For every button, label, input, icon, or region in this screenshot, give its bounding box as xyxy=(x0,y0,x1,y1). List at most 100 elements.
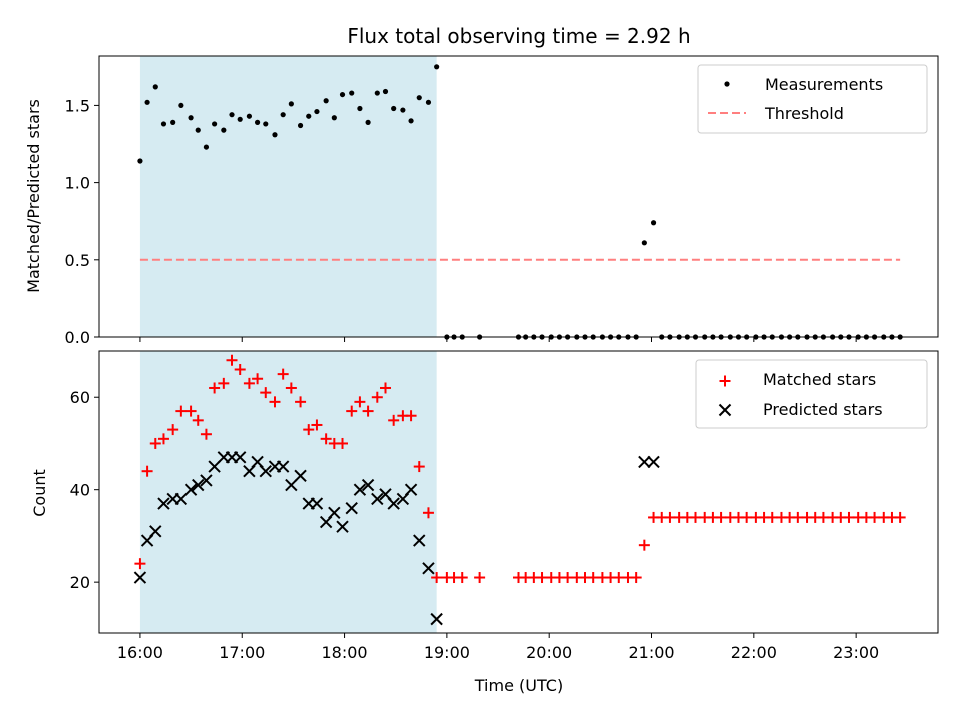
matched-star-point xyxy=(252,373,264,385)
measurement-point xyxy=(188,115,194,121)
measurement-point xyxy=(203,144,210,150)
matched-star-point xyxy=(277,368,289,380)
top-y-tick-label: 1.5 xyxy=(65,96,90,115)
measurement-point xyxy=(246,113,253,119)
bottom-y-tick-label: 60 xyxy=(70,388,90,407)
predicted-star-point xyxy=(285,478,298,492)
top-y-tick-label: 0.0 xyxy=(65,328,90,347)
measurement-point xyxy=(416,95,422,101)
bottom-frame xyxy=(98,350,939,634)
matched-star-point xyxy=(192,414,204,426)
predicted-star-point xyxy=(371,492,384,506)
measurement-point xyxy=(365,119,371,125)
predicted-star-point xyxy=(328,506,341,520)
x-tick-label: 20:00 xyxy=(526,643,572,662)
x-tick-label: 23:00 xyxy=(833,643,879,662)
matched-star-point xyxy=(346,405,358,417)
matched-star-point xyxy=(354,396,366,408)
predicted-star-point xyxy=(413,534,426,547)
x-tick-label: 19:00 xyxy=(424,643,470,662)
measurement-point xyxy=(408,118,414,124)
top-observing-span xyxy=(139,56,437,337)
matched-star-point xyxy=(379,382,391,394)
measurement-point xyxy=(263,121,269,127)
predicted-star-point xyxy=(157,497,170,510)
predicted-star-point xyxy=(361,478,375,492)
measurement-point xyxy=(650,220,657,226)
measurement-point xyxy=(229,112,235,118)
predicted-star-point xyxy=(184,483,198,496)
predicted-star-point xyxy=(192,478,205,492)
matched-star-point xyxy=(285,382,297,394)
top-panel: 0.0 0.5 1.0 1.5 Measurements Threshold xyxy=(65,55,939,347)
legend-predicted-marker xyxy=(718,403,732,417)
matched-star-point xyxy=(141,465,153,477)
matched-star-point xyxy=(638,539,650,551)
matched-star-point xyxy=(320,433,332,445)
predicted-star-point xyxy=(387,497,400,510)
matched-star-point xyxy=(894,511,906,523)
predicted-star-point xyxy=(404,483,418,496)
measurement-point xyxy=(400,107,406,113)
legend-matched-label: Matched stars xyxy=(763,370,876,389)
predicted-star-point xyxy=(133,571,147,584)
measurement-point xyxy=(280,112,286,118)
predicted-star-point xyxy=(174,492,188,506)
measurement-point xyxy=(152,84,158,90)
matched-star-point xyxy=(766,511,778,523)
predicted-star-point xyxy=(638,455,651,469)
matched-star-point xyxy=(362,405,374,417)
predicted-star-point xyxy=(276,460,290,473)
x-tick-label: 22:00 xyxy=(731,643,777,662)
matched-star-point xyxy=(209,382,221,394)
matched-star-point xyxy=(200,428,212,440)
matched-star-point xyxy=(226,354,238,366)
legend-predicted-label: Predicted stars xyxy=(763,400,883,419)
matched-star-point xyxy=(149,437,161,449)
bottom-y-axis-label: Count xyxy=(30,469,49,517)
measurement-point xyxy=(137,158,143,164)
legend-measurements-marker xyxy=(724,81,730,87)
measurement-point xyxy=(160,121,167,127)
matched-star-point xyxy=(690,511,702,523)
legend-threshold-label: Threshold xyxy=(764,104,844,123)
measurement-point xyxy=(288,101,294,107)
bottom-observing-span xyxy=(139,351,437,633)
matched-star-point xyxy=(311,419,323,431)
predicted-star-point xyxy=(294,469,307,483)
top-y-tick-label: 1.0 xyxy=(65,174,90,193)
matched-star-point xyxy=(413,461,425,473)
matched-star-point xyxy=(303,424,315,436)
measurement-point xyxy=(221,127,227,133)
matched-star-point xyxy=(741,511,753,523)
top-frame xyxy=(98,55,939,338)
legend-matched-marker xyxy=(719,375,731,387)
predicted-star-point xyxy=(149,525,162,538)
matched-star-point xyxy=(295,396,307,408)
legend-measurements-label: Measurements xyxy=(765,75,883,94)
bottom-y-tick-label: 40 xyxy=(70,481,90,500)
measurement-point xyxy=(382,88,389,95)
chart-title: Flux total observing time = 2.92 h xyxy=(347,24,690,48)
measurement-point xyxy=(391,105,397,112)
predicted-star-point xyxy=(259,464,272,478)
measurement-point xyxy=(331,115,337,121)
predicted-star-point xyxy=(353,483,367,496)
matched-star-point xyxy=(269,396,281,408)
matched-star-point xyxy=(167,424,179,436)
top-legend-box xyxy=(697,64,928,134)
measurement-point xyxy=(306,113,312,119)
predicted-star-point xyxy=(233,451,247,464)
predicted-star-point xyxy=(647,455,660,469)
bottom-panel: 16:00 17:00 18:00 19:00 20:00 21:00 22:00 23:00… xyxy=(70,350,939,662)
matched-star-point xyxy=(613,572,625,584)
measurement-point xyxy=(212,121,218,127)
measurement-point xyxy=(297,122,304,129)
bottom-y-tick-label: 20 xyxy=(70,573,90,592)
matched-star-point xyxy=(664,511,676,523)
x-axis-label: Time (UTC) xyxy=(474,676,563,695)
bottom-legend: Matched stars Predicted stars xyxy=(695,359,928,429)
top-y-tick-label: 0.5 xyxy=(65,251,90,270)
predicted-star-point xyxy=(200,474,213,487)
